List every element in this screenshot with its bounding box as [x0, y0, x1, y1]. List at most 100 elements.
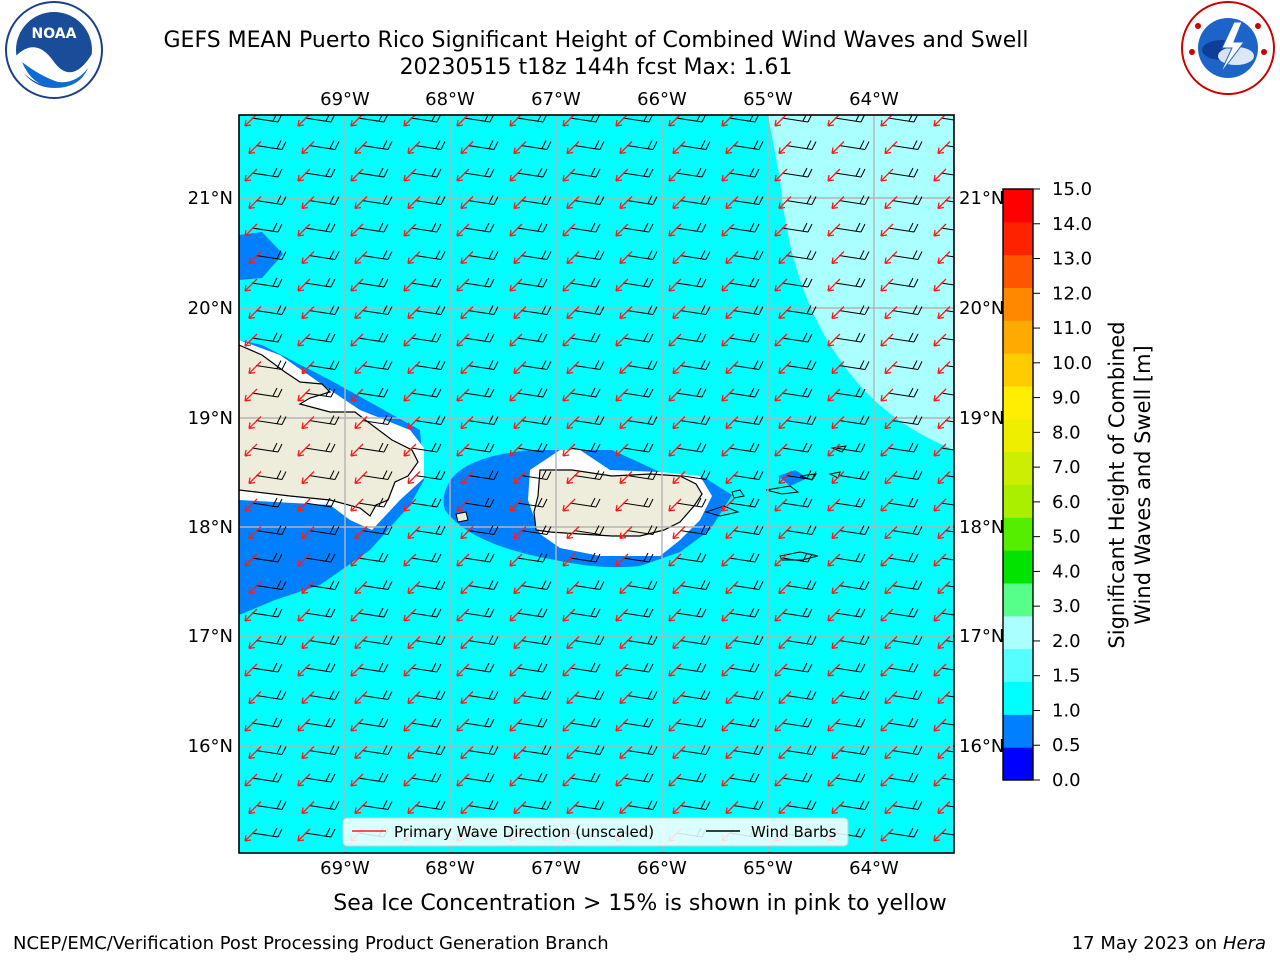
- wave-direction-arrow: [672, 746, 686, 760]
- wind-barb: [516, 717, 548, 728]
- wind-barb: [626, 305, 658, 315]
- wind-barb: [675, 277, 707, 288]
- wind-barb: [838, 250, 870, 260]
- wind-barb: [361, 580, 393, 590]
- wave-direction-arrow: [615, 718, 629, 732]
- wave-direction-arrow: [244, 553, 258, 567]
- wave-direction-arrow: [297, 608, 311, 622]
- wind-barb: [357, 387, 389, 398]
- wave-direction-arrow: [933, 168, 947, 182]
- wind-barb: [834, 607, 866, 618]
- lon-labels-bottom: 69°W 68°W 67°W 66°W 65°W 64°W: [320, 858, 899, 879]
- wave-direction-arrow: [619, 251, 633, 265]
- wind-barb: [838, 745, 870, 755]
- wave-direction-arrow: [615, 223, 629, 237]
- wave-direction-arrow: [562, 663, 576, 677]
- wave-direction-arrow: [933, 553, 947, 567]
- wave-direction-arrow: [774, 443, 788, 457]
- wave-direction-arrow: [668, 333, 682, 347]
- wave-direction-arrow: [403, 773, 417, 787]
- wave-direction-arrow: [619, 526, 633, 540]
- wave-direction-arrow: [301, 471, 315, 485]
- wind-barb: [940, 612, 954, 616]
- wave-direction-arrow: [721, 608, 735, 622]
- wind-barb: [304, 222, 336, 233]
- nws-logo: [1181, 1, 1275, 95]
- wave-direction-arrow: [827, 773, 841, 787]
- colorbar-tick-label: 10.0: [1052, 353, 1092, 374]
- colorbar-cell: [1003, 451, 1033, 485]
- wave-direction-arrow: [456, 443, 470, 457]
- wind-barb: [944, 805, 954, 808]
- wind-barb: [410, 772, 442, 783]
- wave-direction-arrow: [668, 278, 682, 292]
- wave-direction-arrow: [403, 718, 417, 732]
- wave-direction-arrow: [619, 471, 633, 485]
- wind-barb: [520, 690, 552, 700]
- wave-direction-arrow: [668, 663, 682, 677]
- wind-barb: [569, 167, 601, 178]
- wind-barb: [887, 607, 919, 618]
- wind-barb: [622, 552, 654, 563]
- wave-direction-arrow: [778, 361, 792, 375]
- colorbar-tick-label: 7.0: [1052, 457, 1081, 478]
- colorbar-tick-label: 6.0: [1052, 492, 1081, 513]
- wave-direction-arrow: [721, 168, 735, 182]
- wave-direction-arrow: [827, 168, 841, 182]
- wave-direction-arrow: [407, 691, 421, 705]
- wind-barb: [361, 415, 393, 425]
- wave-direction-arrow: [937, 306, 951, 320]
- colorbar-tick-label: 5.0: [1052, 527, 1081, 548]
- wind-barb: [675, 222, 707, 233]
- wind-barb: [626, 140, 658, 150]
- wind-barb: [251, 827, 283, 838]
- wind-barb: [781, 717, 813, 728]
- wind-barb: [255, 415, 287, 425]
- wind-barb: [573, 140, 605, 150]
- wave-direction-arrow: [880, 718, 894, 732]
- wind-barb: [304, 827, 336, 838]
- wind-barb: [414, 140, 446, 150]
- wave-direction-arrow: [937, 801, 951, 815]
- wave-direction-arrow: [619, 636, 633, 650]
- wind-barb: [520, 360, 552, 370]
- wave-direction-arrow: [456, 608, 470, 622]
- wind-barb: [838, 470, 870, 480]
- wave-direction-arrow: [403, 223, 417, 237]
- wave-direction-arrow: [774, 498, 788, 512]
- wave-direction-arrow: [827, 663, 841, 677]
- wave-direction-arrow: [831, 306, 845, 320]
- wind-barb: [516, 607, 548, 618]
- wind-barb: [940, 777, 954, 781]
- wave-direction-arrow: [774, 608, 788, 622]
- wave-direction-arrow: [615, 443, 629, 457]
- wave-direction-arrow: [509, 663, 523, 677]
- colorbar-cell: [1003, 615, 1033, 650]
- wind-barb: [410, 662, 442, 673]
- wave-direction-arrow: [350, 663, 364, 677]
- wind-barb: [520, 580, 552, 590]
- wave-direction-arrow: [562, 553, 576, 567]
- wind-barb: [357, 277, 389, 288]
- wind-barb: [838, 635, 870, 645]
- wind-barb: [891, 470, 923, 480]
- wind-barb: [675, 387, 707, 398]
- wave-direction-arrow: [778, 416, 792, 430]
- wind-barb: [304, 167, 336, 178]
- wind-barb: [304, 662, 336, 673]
- wave-direction-arrow: [456, 553, 470, 567]
- wave-direction-arrow: [884, 251, 898, 265]
- wave-direction-arrow: [297, 278, 311, 292]
- wave-direction-arrow: [350, 608, 364, 622]
- wind-barb: [781, 387, 813, 398]
- wave-direction-arrow: [456, 388, 470, 402]
- wave-direction-arrow: [354, 416, 368, 430]
- wind-barb: [891, 415, 923, 425]
- wind-barb: [785, 800, 817, 810]
- wind-barb: [626, 745, 658, 755]
- wind-barb: [940, 227, 954, 231]
- wave-direction-arrow: [774, 388, 788, 402]
- wind-barb: [251, 497, 283, 508]
- lat-label: 20°N: [959, 298, 1004, 319]
- wind-barb: [520, 635, 552, 645]
